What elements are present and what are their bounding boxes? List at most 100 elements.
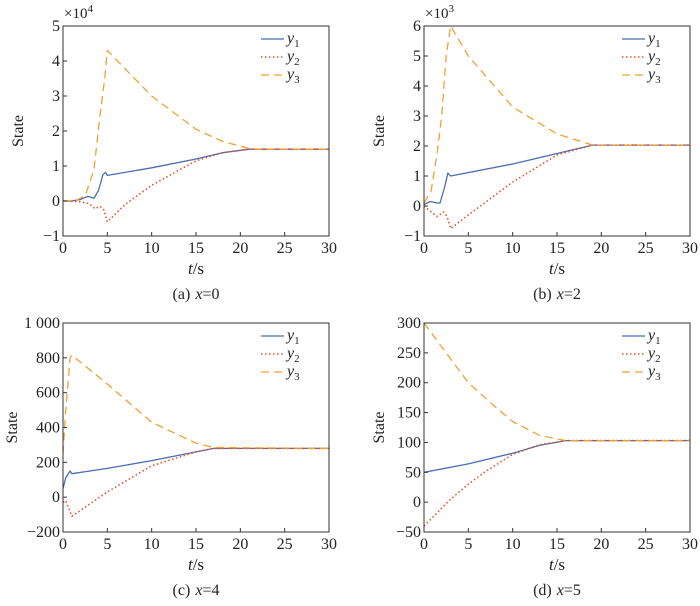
subplot-d: 0 5 10 15 20 25 30−50050100150200250300Statet/…	[371, 315, 698, 599]
series-y1	[63, 148, 329, 202]
y-tick-label: −1	[404, 228, 421, 245]
y-tick-label: 200	[36, 454, 60, 471]
x-tick-label: 25	[638, 240, 654, 257]
legend-label-y2: y2	[646, 48, 661, 68]
series-y2	[63, 148, 329, 223]
x-tick-label: 15	[549, 240, 565, 257]
legend-label-y1: y1	[285, 327, 300, 347]
series-y2	[424, 144, 690, 230]
legend-label-y1: y1	[646, 327, 661, 347]
y-tick-label: 400	[36, 420, 60, 437]
y-tick-label: 50	[405, 464, 421, 481]
x-tick-label: 10	[505, 240, 521, 257]
x-tick-label: 10	[144, 240, 160, 257]
y-tick-label: 300	[397, 315, 421, 332]
x-tick-label: 0	[420, 240, 428, 257]
y-multiplier: ×104	[64, 3, 93, 22]
legend-label-y3: y3	[646, 66, 661, 86]
y-tick-label: 150	[397, 405, 421, 422]
series-y3	[424, 323, 690, 442]
y-tick-label: 2	[413, 138, 421, 155]
x-axis-label: t/s	[549, 555, 565, 574]
x-tick-label: 15	[188, 536, 204, 553]
x-tick-label: 10	[144, 536, 160, 553]
x-tick-label: 30	[321, 240, 337, 257]
series-y1	[424, 144, 690, 206]
y-tick-label: 1	[52, 158, 60, 175]
x-tick-label: 30	[682, 536, 698, 553]
subplot-caption: (a) x=0	[173, 286, 220, 303]
legend-label-y3: y3	[646, 363, 661, 383]
x-tick-label: 20	[232, 536, 248, 553]
x-tick-label: 5	[464, 536, 472, 553]
y-tick-label: 2	[52, 123, 60, 140]
y-tick-label: 4	[52, 53, 60, 70]
x-tick-label: 0	[59, 240, 67, 257]
x-tick-label: 0	[420, 536, 428, 553]
y-tick-label: 6	[413, 18, 421, 35]
x-tick-label: 20	[232, 240, 248, 257]
y-tick-label: 4	[413, 78, 421, 95]
x-tick-label: 25	[277, 536, 293, 553]
series-y3	[63, 354, 329, 454]
x-tick-label: 15	[188, 240, 204, 257]
y-tick-label: 3	[413, 108, 421, 125]
legend-label-y2: y2	[285, 345, 300, 365]
x-tick-label: 0	[59, 536, 67, 553]
series-y3	[424, 26, 690, 204]
legend-label-y2: y2	[285, 48, 300, 68]
x-tick-label: 25	[638, 536, 654, 553]
y-tick-label: 0	[413, 494, 421, 511]
x-axis-label: t/s	[549, 259, 565, 278]
y-tick-label: 0	[52, 193, 60, 210]
legend-label-y3: y3	[285, 66, 300, 86]
y-axis-label: State	[371, 412, 388, 444]
x-tick-label: 25	[277, 240, 293, 257]
x-tick-label: 5	[103, 536, 111, 553]
y-tick-label: 0	[413, 198, 421, 215]
subplot-caption: (c) x=4	[173, 582, 220, 599]
x-tick-label: 15	[549, 536, 565, 553]
x-axis-label: t/s	[188, 555, 204, 574]
legend-label-y3: y3	[285, 363, 300, 383]
y-tick-label: 250	[397, 345, 421, 362]
x-tick-label: 5	[103, 240, 111, 257]
x-tick-label: 30	[321, 536, 337, 553]
y-axis-label: State	[4, 412, 21, 444]
legend-label-y1: y1	[646, 30, 661, 50]
y-tick-label: 100	[397, 434, 421, 451]
series-y2	[424, 439, 690, 527]
y-tick-label: 200	[397, 375, 421, 392]
legend-label-y1: y1	[285, 30, 300, 50]
legend-label-y2: y2	[646, 345, 661, 365]
y-tick-label: 3	[52, 88, 60, 105]
y-tick-label: −1	[43, 228, 60, 245]
y-tick-label: −50	[396, 524, 421, 541]
x-tick-label: 20	[593, 240, 609, 257]
subplot-caption: (d) x=5	[533, 582, 581, 599]
y-tick-label: 5	[413, 48, 421, 65]
y-axis-label: State	[10, 115, 27, 147]
y-tick-label: 800	[36, 350, 60, 367]
x-tick-label: 30	[682, 240, 698, 257]
y-tick-label: 600	[36, 385, 60, 402]
series-y2	[63, 447, 329, 518]
x-tick-label: 10	[505, 536, 521, 553]
y-tick-label: 1	[413, 168, 421, 185]
x-axis-label: t/s	[188, 259, 204, 278]
series-y1	[424, 439, 690, 473]
y-tick-label: 5	[52, 18, 60, 35]
y-tick-label: 0	[52, 489, 60, 506]
y-tick-label: 1 000	[24, 315, 60, 332]
subplot-caption: (b) x=2	[533, 286, 581, 303]
y-multiplier: ×103	[425, 3, 454, 22]
x-tick-label: 5	[464, 240, 472, 257]
y-tick-label: −200	[27, 524, 60, 541]
